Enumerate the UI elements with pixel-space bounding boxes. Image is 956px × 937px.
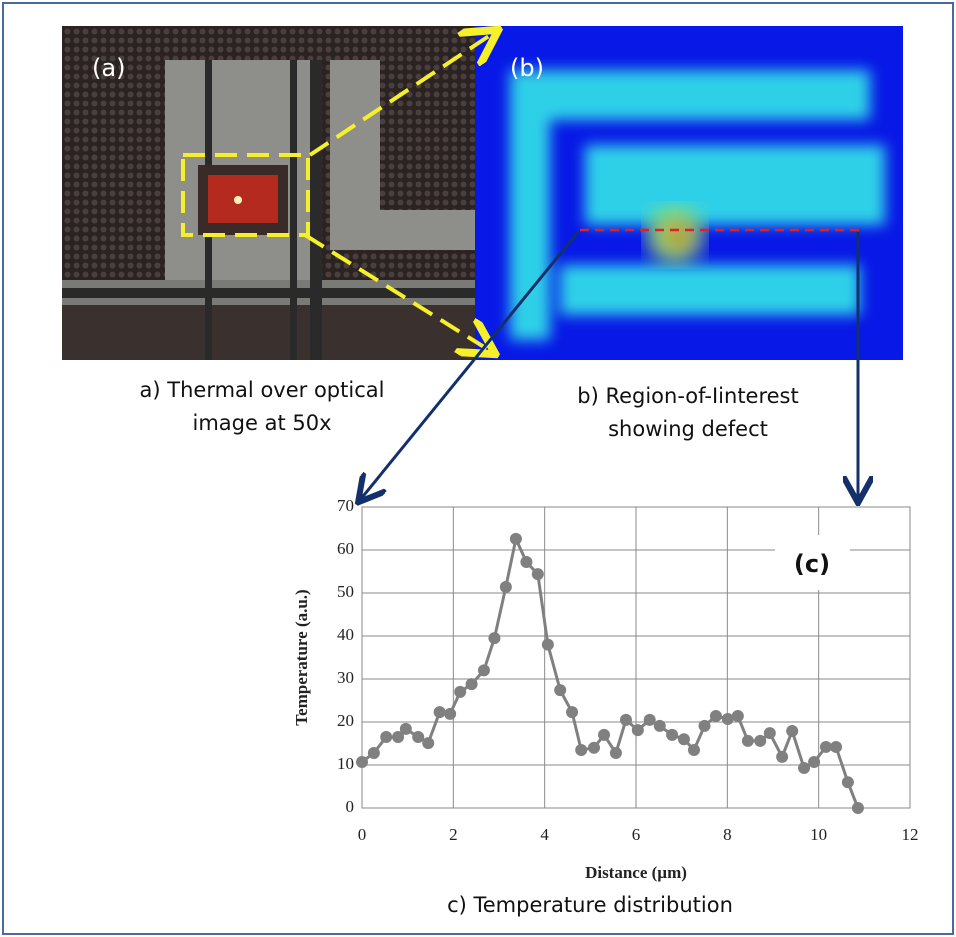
point [786,725,798,737]
point [412,731,424,743]
caption: image at 50x [192,411,331,435]
point [754,735,766,747]
point [368,747,380,759]
x-tick-label: 10 [810,825,827,844]
y-tick-label: 0 [346,797,355,816]
point [610,747,622,759]
point [830,741,842,753]
point [400,723,412,735]
point [356,756,368,768]
y-tick-label: 10 [337,754,354,773]
point [380,731,392,743]
point [852,802,864,814]
point [644,714,656,726]
point [710,710,722,722]
point [500,581,512,593]
x-tick-label: 6 [632,825,641,844]
x-tick-label: 8 [723,825,732,844]
point [666,729,678,741]
point [598,729,610,741]
point [732,710,744,722]
point [776,751,788,763]
x-tick-label: 0 [358,825,367,844]
y-tick-label: 70 [337,496,354,515]
point [434,706,446,718]
point [678,733,690,745]
panel-label: (b) [510,54,544,82]
point [542,639,554,651]
panel-label: (a) [92,54,125,82]
point [444,708,456,720]
point [554,684,566,696]
point [488,632,500,644]
point [466,678,478,690]
point [742,735,754,747]
y-tick-label: 20 [337,711,354,730]
point [422,737,434,749]
point [764,727,776,739]
point [520,556,532,568]
point [842,776,854,788]
x-tick-label: 2 [449,825,458,844]
annotation: (c) [794,550,830,578]
line-chart: 0 10 20 30 40 50 60 70 0 2 4 6 8 10 12 Distance (µm) Tem… [292,496,919,882]
point [510,533,522,545]
caption: a) Thermal over optical [140,378,385,402]
point [566,706,578,718]
point [588,742,600,754]
caption: c) Temperature distribution [447,893,733,917]
y-tick-label: 50 [337,582,354,601]
point [798,762,810,774]
point [654,720,666,732]
x-tick-label: 4 [540,825,549,844]
point [620,714,632,726]
y-tick-label: 30 [337,668,354,687]
point [699,720,711,732]
point [575,744,587,756]
point [454,686,466,698]
y-tick-label: 60 [337,539,354,558]
y-tick-label: 40 [337,625,354,644]
caption: b) Region-of-Iinterest [577,384,798,408]
x-tick-label: 12 [902,825,919,844]
point [808,756,820,768]
figure: (a) (b) a) Thermal over optical image at… [0,0,956,937]
point [688,744,700,756]
point [478,664,490,676]
x-axis-title: Distance (µm) [585,863,687,882]
point [632,724,644,736]
point [532,568,544,580]
y-axis-title: Temperature (a.u.) [292,589,311,725]
caption: showing defect [608,417,768,441]
